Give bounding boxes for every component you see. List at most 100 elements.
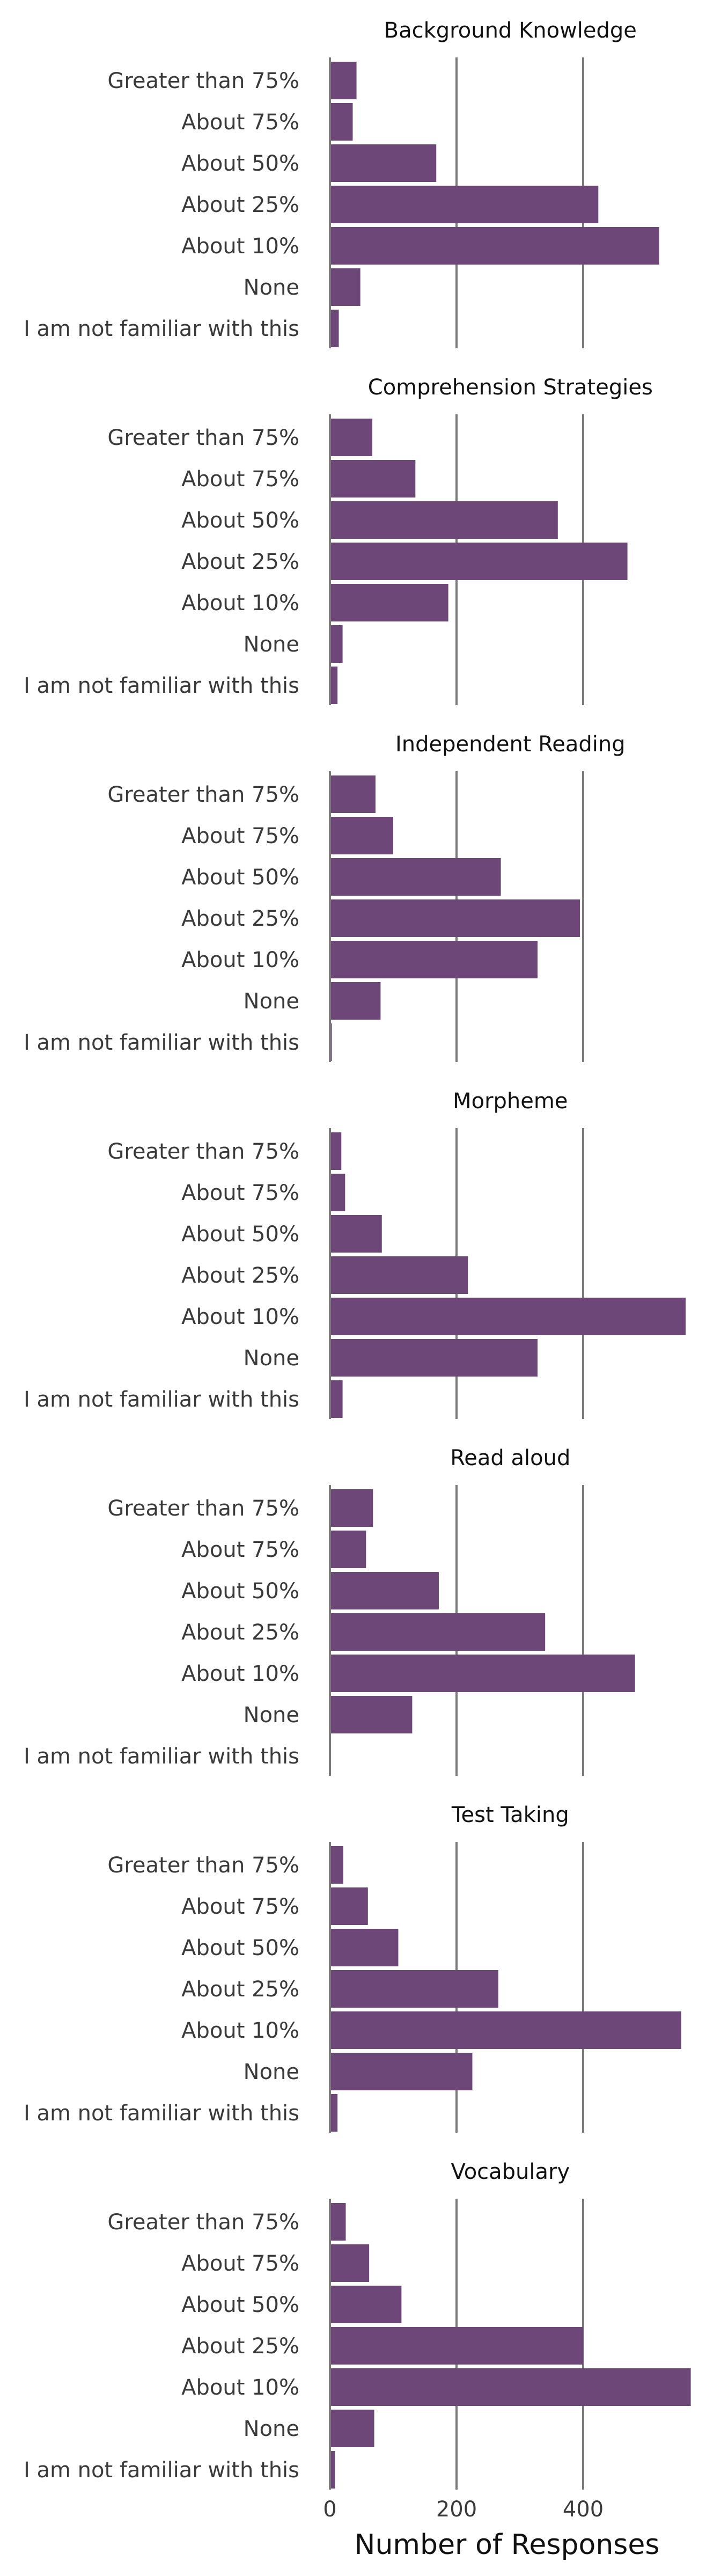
- bar: [330, 584, 448, 621]
- category-label: None: [244, 989, 299, 1014]
- bar: [330, 1256, 468, 1294]
- bar: [330, 1846, 343, 1884]
- panel-title: Vocabulary: [451, 2160, 570, 2184]
- bar: [330, 941, 538, 978]
- category-label: About 25%: [181, 550, 299, 574]
- category-label: Greater than 75%: [107, 1496, 299, 1521]
- bar: [330, 1132, 342, 1170]
- category-label: About 75%: [181, 2251, 299, 2276]
- category-label: I am not familiar with this: [24, 1744, 299, 1769]
- bar: [330, 2094, 338, 2132]
- x-axis-label: Number of Responses: [355, 2529, 660, 2561]
- bar: [330, 186, 599, 223]
- category-label: I am not familiar with this: [24, 2101, 299, 2126]
- category-label: About 25%: [181, 1977, 299, 2002]
- category-label: About 10%: [181, 591, 299, 616]
- bar: [330, 543, 628, 580]
- category-label: Greater than 75%: [107, 69, 299, 93]
- x-tick-label: 0: [323, 2497, 336, 2522]
- category-label: About 75%: [181, 1181, 299, 1205]
- bar: [330, 625, 343, 663]
- bar: [330, 144, 437, 182]
- category-label: About 75%: [181, 467, 299, 492]
- category-label: About 10%: [181, 2018, 299, 2043]
- bar: [330, 2327, 583, 2365]
- bar: [330, 1339, 538, 1377]
- category-label: I am not familiar with this: [24, 2458, 299, 2483]
- category-label: About 10%: [181, 1662, 299, 1686]
- bar: [330, 2011, 681, 2049]
- category-label: None: [244, 1346, 299, 1371]
- panel-title: Morpheme: [453, 1089, 568, 1114]
- bar: [330, 667, 338, 704]
- category-label: Greater than 75%: [107, 1853, 299, 1878]
- bar: [330, 419, 373, 456]
- panel-title: Background Knowledge: [384, 18, 637, 43]
- category-label: About 10%: [181, 234, 299, 259]
- category-label: About 10%: [181, 1305, 299, 1329]
- category-label: Greater than 75%: [107, 426, 299, 450]
- category-label: None: [244, 2060, 299, 2084]
- panel-title: Independent Reading: [395, 732, 626, 757]
- category-label: About 25%: [181, 2334, 299, 2359]
- bar: [330, 310, 339, 347]
- bar: [330, 1970, 498, 2008]
- bar: [330, 227, 659, 265]
- bar: [330, 1613, 546, 1651]
- category-label: About 25%: [181, 906, 299, 931]
- category-label: About 10%: [181, 948, 299, 972]
- category-label: About 25%: [181, 193, 299, 217]
- category-label: None: [244, 1703, 299, 1728]
- bar: [330, 268, 360, 306]
- bar: [330, 2053, 473, 2090]
- bar: [330, 460, 416, 497]
- bar: [330, 2451, 335, 2489]
- bar: [330, 62, 357, 99]
- category-label: I am not familiar with this: [24, 317, 299, 341]
- bar: [330, 1215, 382, 1253]
- category-label: About 25%: [181, 1263, 299, 1288]
- category-label: About 50%: [181, 2293, 299, 2317]
- x-tick-label: 200: [436, 2497, 477, 2522]
- category-label: About 50%: [181, 1222, 299, 1247]
- category-label: I am not familiar with this: [24, 1387, 299, 1412]
- category-label: About 75%: [181, 1894, 299, 1919]
- category-label: None: [244, 275, 299, 300]
- category-label: Greater than 75%: [107, 2210, 299, 2235]
- category-label: About 50%: [181, 1579, 299, 1604]
- panel-title: Read aloud: [450, 1446, 570, 1470]
- bar: [330, 501, 558, 539]
- bar: [330, 1531, 366, 1568]
- category-label: About 75%: [181, 1538, 299, 1562]
- bar: [330, 1929, 399, 1966]
- bar: [330, 2368, 691, 2406]
- bar: [330, 1380, 343, 1418]
- panel-title: Comprehension Strategies: [368, 375, 653, 400]
- bar: [330, 1174, 345, 1211]
- category-label: Greater than 75%: [107, 782, 299, 807]
- bar: [330, 1696, 413, 1733]
- category-label: About 75%: [181, 824, 299, 848]
- bar: [330, 103, 353, 141]
- bar: [330, 2410, 374, 2447]
- bar: [330, 1298, 686, 1335]
- category-label: About 50%: [181, 151, 299, 176]
- category-label: About 25%: [181, 1620, 299, 1645]
- bar: [330, 1655, 635, 1692]
- category-label: I am not familiar with this: [24, 674, 299, 698]
- category-label: About 50%: [181, 865, 299, 890]
- bar: [330, 1489, 373, 1527]
- category-label: About 50%: [181, 1936, 299, 1960]
- bar: [330, 982, 381, 1020]
- bar: [330, 2203, 346, 2241]
- bar: [330, 817, 393, 854]
- bar: [330, 775, 376, 813]
- bar: [330, 2244, 370, 2282]
- bar: [330, 2286, 402, 2323]
- category-label: Greater than 75%: [107, 1139, 299, 1164]
- bar: [330, 1887, 368, 1925]
- bar: [330, 899, 580, 937]
- panel-title: Test Taking: [451, 1803, 569, 1827]
- category-label: I am not familiar with this: [24, 1030, 299, 1055]
